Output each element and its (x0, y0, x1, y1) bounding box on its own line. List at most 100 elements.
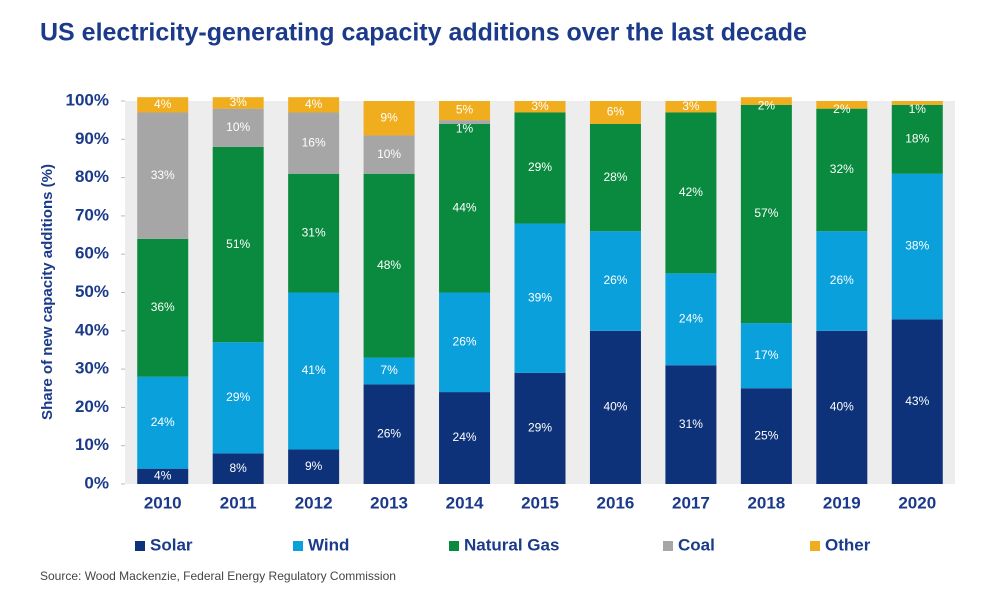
bar-segment (212, 108, 264, 147)
data-label: 16% (302, 135, 326, 149)
legend-swatch (135, 541, 145, 551)
x-tick-label: 2012 (295, 493, 333, 512)
data-label: 5% (456, 103, 474, 117)
bar-segment (514, 112, 566, 224)
bar-segment (891, 104, 943, 174)
bar-segment (589, 330, 641, 484)
bar-segment (439, 292, 491, 393)
bar-segment (665, 273, 717, 366)
data-label: 25% (754, 428, 778, 442)
bar-segment (439, 123, 491, 293)
bar-segment (665, 365, 717, 484)
data-label: 31% (679, 417, 703, 431)
bar-segment (665, 112, 717, 274)
bar-segment (137, 112, 189, 239)
bar-segment (740, 388, 792, 484)
legend-label: Coal (678, 535, 715, 554)
y-tick-label: 40% (75, 320, 109, 339)
y-tick-label: 30% (75, 359, 109, 378)
data-label: 3% (531, 99, 549, 113)
y-tick-label: 50% (75, 282, 109, 301)
bar-segment (514, 223, 566, 373)
bar-segment (212, 342, 264, 454)
y-tick-label: 10% (75, 435, 109, 454)
x-tick-label: 2010 (144, 493, 182, 512)
bar-segment (212, 146, 264, 343)
legend-swatch (810, 541, 820, 551)
x-tick-label: 2018 (747, 493, 785, 512)
data-label: 10% (226, 120, 250, 134)
bar-segment (816, 231, 868, 331)
legend-label: Solar (150, 535, 193, 554)
bar-segment (363, 101, 415, 136)
data-label: 43% (905, 394, 929, 408)
bar-segment (137, 97, 189, 113)
bar-segment (589, 123, 641, 232)
bar-segment (363, 173, 415, 358)
data-label: 7% (380, 363, 398, 377)
chart-title: US electricity-generating capacity addit… (40, 19, 807, 47)
data-label: 1% (456, 121, 474, 135)
bar-segment (288, 449, 340, 484)
data-label: 2% (758, 98, 776, 112)
data-label: 8% (230, 461, 248, 475)
y-tick-label: 0% (84, 473, 109, 492)
bar-segment (665, 101, 717, 113)
bar-segment (288, 97, 340, 113)
bar-segment (363, 135, 415, 174)
data-label: 36% (151, 300, 175, 314)
data-label: 2% (833, 102, 851, 116)
data-label: 4% (154, 469, 172, 483)
legend-label: Wind (308, 535, 349, 554)
bar-segment (439, 392, 491, 484)
data-label: 24% (679, 311, 703, 325)
bar-segment (589, 231, 641, 331)
data-label: 38% (905, 239, 929, 253)
data-label: 10% (377, 147, 401, 161)
bar-segment (740, 104, 792, 324)
bar-segment (816, 108, 868, 232)
data-label: 32% (830, 162, 854, 176)
data-label: 29% (528, 160, 552, 174)
data-label: 26% (830, 273, 854, 287)
data-label: 44% (453, 200, 477, 214)
bar-segment (212, 97, 264, 109)
bar-segment (439, 101, 491, 121)
data-label: 40% (830, 400, 854, 414)
data-label: 17% (754, 348, 778, 362)
bar-segment (891, 173, 943, 320)
data-label: 26% (377, 426, 401, 440)
x-tick-label: 2020 (898, 493, 936, 512)
data-label: 33% (151, 168, 175, 182)
y-tick-label: 90% (75, 129, 109, 148)
data-label: 26% (603, 273, 627, 287)
bar-segment (891, 319, 943, 484)
y-tick-label: 70% (75, 205, 109, 224)
data-label: 57% (754, 206, 778, 220)
data-label: 48% (377, 258, 401, 272)
bar-segment (137, 376, 189, 469)
data-label: 6% (607, 105, 625, 119)
data-label: 29% (226, 390, 250, 404)
y-tick-label: 100% (66, 90, 109, 109)
data-label: 24% (151, 415, 175, 429)
x-tick-label: 2014 (446, 493, 484, 512)
bar-segment (288, 173, 340, 293)
bar-segment (137, 238, 189, 377)
bar-segment (288, 112, 340, 174)
x-tick-label: 2019 (823, 493, 861, 512)
bar-segment (514, 372, 566, 484)
data-label: 29% (528, 421, 552, 435)
y-tick-label: 60% (75, 244, 109, 263)
data-label: 28% (603, 170, 627, 184)
legend-swatch (293, 541, 303, 551)
data-label: 24% (453, 430, 477, 444)
data-label: 4% (154, 97, 172, 111)
data-label: 26% (453, 334, 477, 348)
bar-segment (816, 330, 868, 484)
data-label: 1% (909, 102, 927, 116)
data-label: 4% (305, 97, 323, 111)
data-label: 40% (603, 400, 627, 414)
bar-segment (589, 101, 641, 124)
bar-segment (363, 357, 415, 385)
